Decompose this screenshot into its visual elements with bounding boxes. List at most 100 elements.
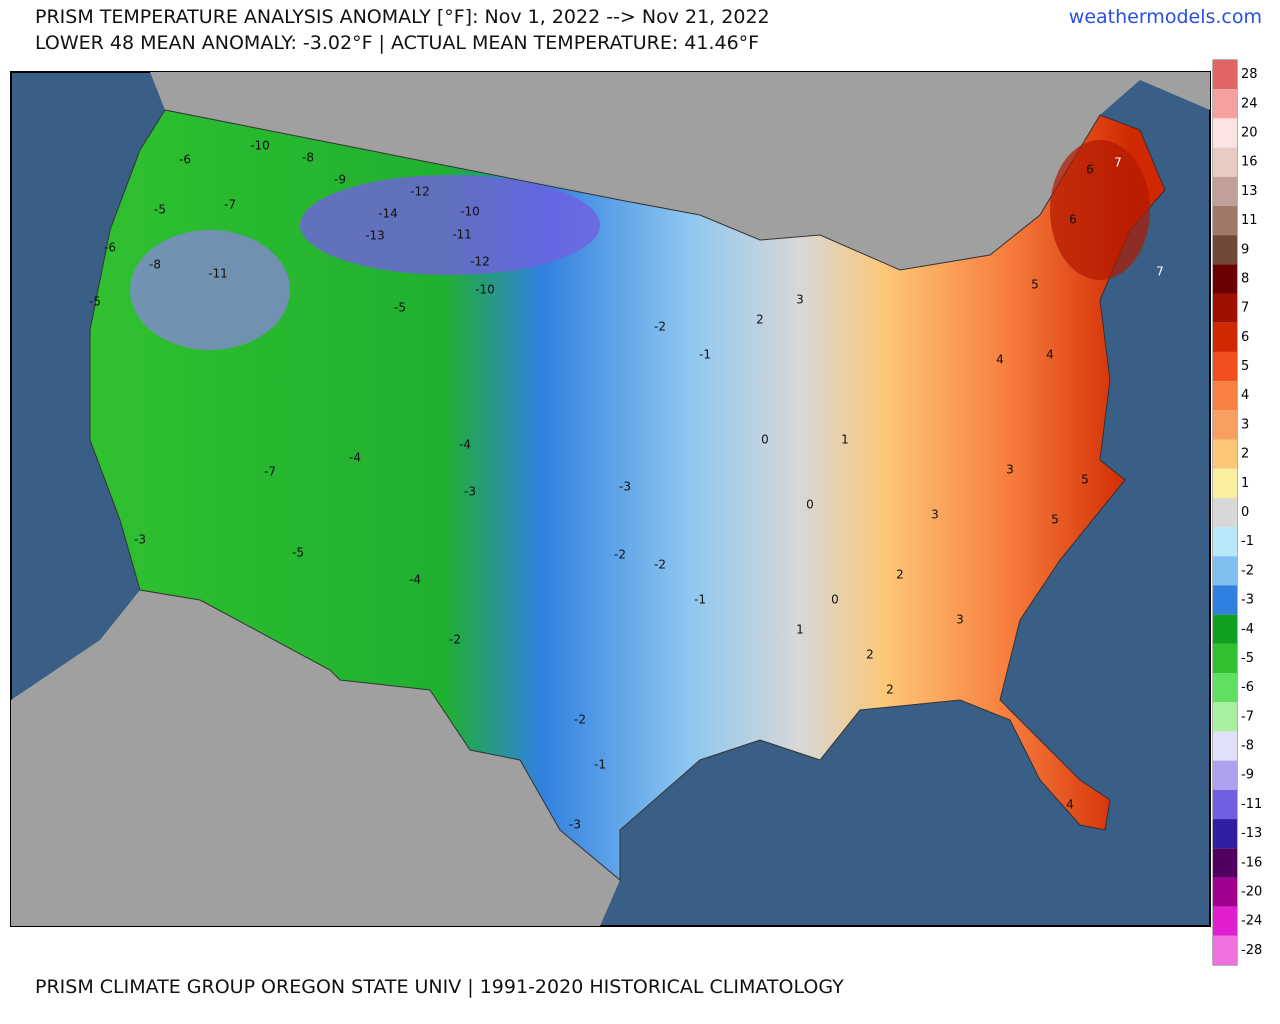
- map-label: -8: [302, 151, 314, 165]
- map-label: -5: [394, 301, 406, 315]
- legend-swatch: [1213, 935, 1237, 965]
- map-label: -11: [208, 267, 228, 281]
- legend-label: 5: [1241, 359, 1249, 374]
- legend-swatch: [1213, 205, 1237, 236]
- warm-area: [1050, 140, 1150, 280]
- map-label: 4: [1066, 798, 1074, 812]
- map-label: -5: [154, 203, 166, 217]
- map-label: -7: [264, 465, 276, 479]
- map-label: 4: [996, 353, 1004, 367]
- map-label: 3: [796, 293, 804, 307]
- map-label: 6: [1069, 213, 1077, 227]
- map-label: 3: [956, 613, 964, 627]
- map-label: -8: [149, 258, 161, 272]
- legend-label: 1: [1241, 476, 1249, 491]
- legend-swatch: [1213, 351, 1237, 382]
- legend-label: -2: [1241, 563, 1254, 578]
- map-label: 3: [931, 508, 939, 522]
- legend-swatch: [1213, 322, 1237, 352]
- map-label: 7: [1114, 156, 1122, 170]
- legend-label: -4: [1241, 622, 1254, 637]
- legend-label: -3: [1241, 593, 1254, 608]
- legend-swatch: [1213, 614, 1237, 644]
- legend-label: 0: [1241, 505, 1249, 520]
- map-label: -6: [104, 241, 116, 255]
- map-label: -6: [179, 153, 191, 167]
- legend-label: -7: [1241, 709, 1254, 724]
- legend-label: 8: [1241, 271, 1249, 286]
- legend-swatch: [1213, 906, 1237, 936]
- legend-swatch: [1213, 848, 1237, 878]
- legend-label: 28: [1241, 67, 1258, 82]
- map-label: -10: [460, 205, 480, 219]
- legend-label: -8: [1241, 739, 1254, 754]
- map-label: 0: [761, 433, 769, 447]
- map-label: 5: [1081, 473, 1089, 487]
- legend-label: -9: [1241, 768, 1254, 783]
- legend-swatch: [1213, 819, 1237, 849]
- map-label: -2: [654, 558, 666, 572]
- map-label: -2: [574, 713, 586, 727]
- legend-swatch: [1213, 60, 1237, 90]
- legend-label: -16: [1241, 855, 1262, 870]
- legend-swatch: [1213, 176, 1237, 206]
- legend-swatch: [1213, 497, 1237, 528]
- map-label: -4: [459, 438, 471, 452]
- legend-label: 13: [1241, 184, 1258, 199]
- legend-swatch: [1213, 731, 1237, 761]
- legend-swatch: [1213, 468, 1237, 498]
- map-label: 2: [896, 568, 904, 582]
- map-label: -9: [334, 173, 346, 187]
- map-label: 3: [1006, 463, 1014, 477]
- legend-swatch: [1213, 877, 1237, 907]
- map-label: -11: [452, 228, 472, 242]
- map-label: -4: [409, 573, 421, 587]
- legend-label: -20: [1241, 885, 1262, 900]
- map-label: 7: [1156, 265, 1164, 279]
- legend-swatch: [1213, 585, 1237, 615]
- legend-label: -6: [1241, 680, 1254, 695]
- map-label: -3: [569, 818, 581, 832]
- legend-swatch: [1213, 235, 1237, 265]
- footer: PRISM CLIMATE GROUP OREGON STATE UNIV | …: [35, 976, 844, 998]
- map-label: 1: [841, 433, 849, 447]
- legend-label: 6: [1241, 330, 1249, 345]
- legend-label: 20: [1241, 125, 1258, 140]
- legend-label: 4: [1241, 388, 1249, 403]
- legend-swatch: [1213, 789, 1237, 820]
- legend-swatch: [1213, 410, 1237, 440]
- legend-swatch: [1213, 264, 1237, 294]
- legend-label: 7: [1241, 301, 1249, 316]
- map-label: -12: [410, 185, 430, 199]
- map-label: 6: [1086, 163, 1094, 177]
- legend-swatch: [1213, 147, 1237, 177]
- map-label: -5: [292, 546, 304, 560]
- legend-swatch: [1213, 527, 1237, 557]
- map-label: -10: [475, 283, 495, 297]
- map-label: -3: [619, 480, 631, 494]
- map-label: 2: [886, 683, 894, 697]
- legend-label: 2: [1241, 447, 1249, 462]
- map-label: -12: [470, 255, 490, 269]
- map-label: -4: [349, 451, 361, 465]
- map-label: 2: [866, 648, 874, 662]
- map-label: -7: [224, 198, 236, 212]
- mexico: [11, 590, 620, 926]
- map-label: 0: [806, 498, 814, 512]
- map-label: 4: [1046, 348, 1054, 362]
- map-label: -1: [594, 758, 606, 772]
- map-label: -1: [699, 348, 711, 362]
- map-label: -2: [449, 633, 461, 647]
- legend-label: 16: [1241, 155, 1258, 170]
- legend-label: -11: [1241, 797, 1262, 812]
- cold-area: [300, 175, 600, 275]
- legend-label: -5: [1241, 651, 1254, 666]
- legend-label: 3: [1241, 417, 1249, 432]
- legend-label: 11: [1241, 213, 1258, 228]
- map-label: -1: [694, 593, 706, 607]
- cold-area: [130, 230, 290, 350]
- map-label: -3: [464, 485, 476, 499]
- map-label: -2: [614, 548, 626, 562]
- map-label: 5: [1051, 513, 1059, 527]
- map-label: 0: [831, 593, 839, 607]
